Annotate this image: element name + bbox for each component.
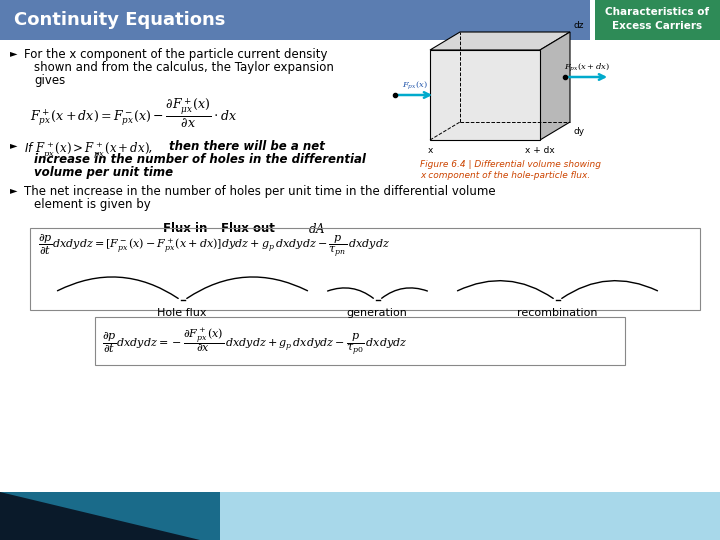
Text: dz: dz (573, 21, 583, 30)
Polygon shape (540, 32, 570, 140)
Text: ►: ► (10, 48, 17, 58)
Text: If $F^+_{px}(x) > F^+_{px}(x+dx)$,: If $F^+_{px}(x) > F^+_{px}(x+dx)$, (24, 140, 153, 160)
Text: Continuity Equations: Continuity Equations (14, 11, 225, 29)
Text: $F^+_{px}(x+dx) = F^-_{px}(x) - \dfrac{\partial F^+_{\mu x}(x)}{\partial x} \cdo: $F^+_{px}(x+dx) = F^-_{px}(x) - \dfrac{\… (30, 96, 237, 130)
Text: increase in the number of holes in the differential: increase in the number of holes in the d… (34, 153, 366, 166)
Bar (0, 40, 720, 492)
Text: $dA$: $dA$ (308, 222, 325, 236)
Text: ►: ► (10, 185, 17, 195)
Text: $\dfrac{\partial p}{\partial t}dxdydz=[F^-_{px}(x)-F^+_{px}(x+dx)]dydz+g_p\,dxdy: $\dfrac{\partial p}{\partial t}dxdydz=[F… (38, 232, 390, 259)
Text: volume per unit time: volume per unit time (34, 166, 173, 179)
Polygon shape (430, 50, 540, 140)
Polygon shape (430, 32, 570, 50)
Text: x + dx: x + dx (525, 146, 555, 155)
Text: x component of the hole-particle flux.: x component of the hole-particle flux. (420, 171, 590, 180)
Bar (0, 0, 590, 40)
Text: shown and from the calculus, the Taylor expansion: shown and from the calculus, the Taylor … (34, 61, 334, 74)
Text: $F_{px}(x)$: $F_{px}(x)$ (402, 79, 428, 91)
Polygon shape (0, 492, 200, 540)
Text: ►: ► (10, 140, 17, 150)
Text: recombination: recombination (517, 308, 598, 318)
Bar (0, 492, 220, 540)
Text: Hole flux: Hole flux (157, 308, 207, 318)
Text: The net increase in the number of holes per unit time in the differential volume: The net increase in the number of holes … (24, 185, 495, 198)
Text: Flux out: Flux out (221, 222, 275, 235)
Text: Characteristics of
Excess Carriers: Characteristics of Excess Carriers (605, 7, 709, 31)
Text: element is given by: element is given by (34, 198, 150, 211)
Bar (595, 0, 720, 40)
Text: Figure 6.4 | Differential volume showing: Figure 6.4 | Differential volume showing (420, 160, 601, 169)
Text: $F_{px}(x+dx)$: $F_{px}(x+dx)$ (564, 61, 611, 73)
Text: then there will be a net: then there will be a net (169, 140, 325, 153)
Text: Flux in: Flux in (163, 222, 207, 235)
Bar (0, 492, 720, 540)
Text: dy: dy (574, 126, 585, 136)
Text: generation: generation (346, 308, 408, 318)
Text: $\dfrac{\partial p}{\partial t}dxdydz=-\dfrac{\partial F^+_{px}(x)}{\partial x}\: $\dfrac{\partial p}{\partial t}dxdydz=-\… (102, 326, 408, 357)
Text: For the x component of the particle current density: For the x component of the particle curr… (24, 48, 328, 61)
FancyBboxPatch shape (95, 317, 625, 365)
Text: x: x (427, 146, 433, 155)
Text: gives: gives (34, 74, 66, 87)
